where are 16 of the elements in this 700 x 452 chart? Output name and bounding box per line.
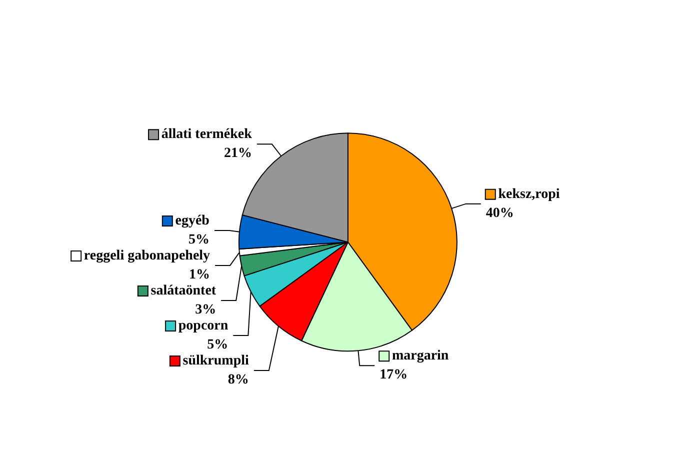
legend-label: margarin [392, 348, 449, 364]
data-label: 3% [195, 302, 216, 318]
legend-label: keksz,ropi [498, 186, 560, 202]
data-label: 21% [224, 146, 252, 162]
legend-label: állati termékek [161, 127, 252, 142]
legend-label: sülkrumpli [182, 353, 250, 368]
legend-label: egyéb [175, 213, 210, 228]
data-label: 1% [189, 267, 210, 282]
data-label: 40% [486, 206, 514, 221]
data-label: 8% [228, 372, 249, 388]
legend-label: popcorn [178, 318, 228, 334]
data-label: 5% [207, 337, 228, 352]
legend-label: salátaöntet [150, 283, 216, 298]
data-label: 17% [380, 368, 408, 383]
legend-label: reggeli gabonapehely [84, 248, 210, 264]
data-label: 5% [188, 232, 210, 248]
